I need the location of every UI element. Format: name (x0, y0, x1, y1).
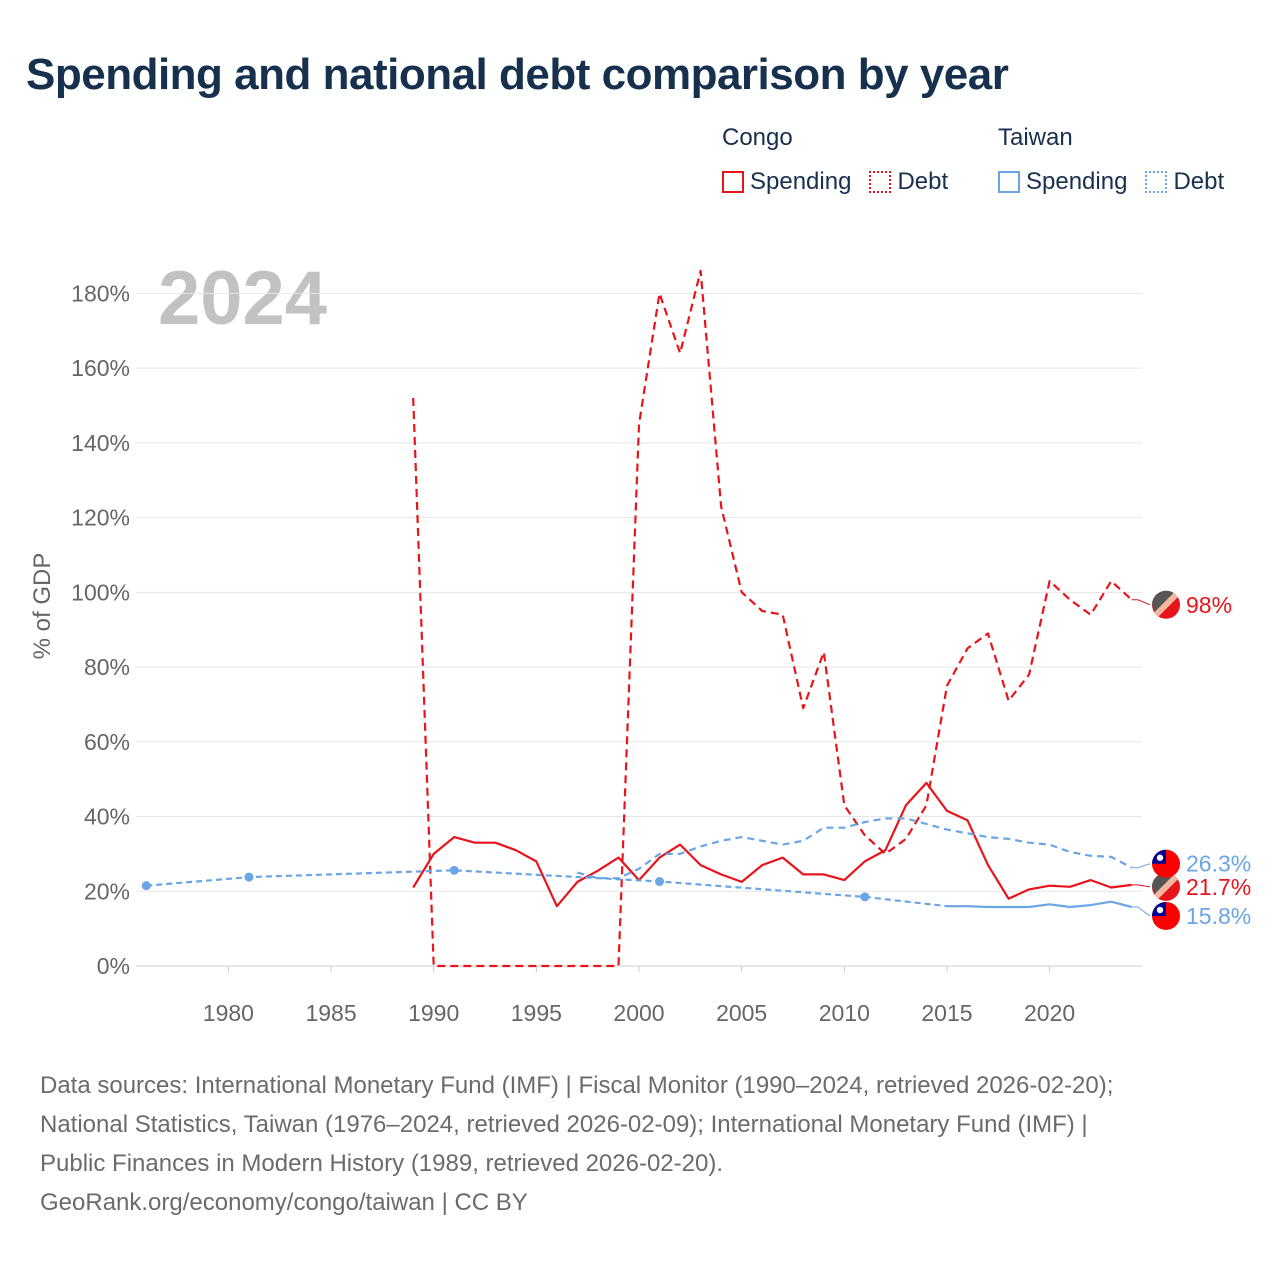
legend-label: Spending (750, 168, 852, 195)
data-point-marker (860, 892, 870, 902)
x-tick-label: 1995 (511, 1000, 562, 1026)
data-point-marker (449, 865, 459, 875)
data-point-marker (141, 881, 151, 891)
x-tick-label: 1990 (408, 1000, 459, 1026)
x-tick-label: 2000 (613, 1000, 664, 1026)
y-tick-label: 0% (97, 953, 130, 979)
flag-stripe (1153, 592, 1179, 617)
legend-label: Spending (1026, 168, 1128, 195)
source-line: National Statistics, Taiwan (1976–2024, … (40, 1111, 1088, 1138)
x-tick-label: 2020 (1024, 1000, 1075, 1026)
x-tick-label: 1985 (305, 1000, 356, 1026)
legend-taiwan-spending[interactable]: Spending (998, 168, 1127, 196)
end-value-label: 21.7% (1186, 874, 1251, 900)
legend-group-congo: Congo Spending Debt (722, 124, 948, 196)
grid-layer: 0% 20% 40% 60% 80% 100% 120% 140% 160% 180% 1980 19… (71, 280, 1142, 1026)
taiwan-flag-icon (1152, 901, 1180, 930)
flag-stripe (1153, 874, 1179, 899)
end-label-connector (1131, 863, 1151, 869)
end-label-connector (1131, 599, 1151, 606)
year-watermark: 2024 (158, 256, 327, 341)
y-tick-label: 140% (71, 430, 130, 456)
congo-flag-icon (1152, 872, 1180, 901)
x-tick-label: 2005 (716, 1000, 767, 1026)
source-line: Public Finances in Modern History (1989,… (40, 1150, 724, 1177)
y-tick-label: 60% (84, 729, 130, 755)
legend-taiwan-debt[interactable]: Debt (1145, 168, 1224, 196)
chart-title: Spending and national debt comparison by… (26, 50, 1009, 99)
end-label-connector (1131, 884, 1151, 888)
y-axis-label: % of GDP (29, 553, 56, 660)
taiwan-flag-icon (1152, 849, 1180, 878)
end-value-label: 15.8% (1186, 903, 1251, 929)
y-tick-label: 120% (71, 505, 130, 531)
series-line-taiwan-spending (146, 869, 948, 908)
source-line: Data sources: International Monetary Fun… (40, 1072, 1114, 1099)
legend-group-taiwan: Taiwan Spending Debt (998, 124, 1224, 196)
flag-sun (1156, 906, 1164, 914)
y-tick-label: 20% (84, 878, 130, 904)
y-tick-label: 160% (71, 355, 130, 381)
legend-congo-debt[interactable]: Debt (869, 168, 948, 196)
source-link[interactable]: GeoRank.org/economy/congo/taiwan | CC BY (40, 1189, 528, 1216)
legend-congo-spending[interactable]: Spending (722, 168, 851, 196)
series-line-congo-debt (412, 269, 1133, 968)
end-value-label: 26.3% (1186, 851, 1251, 877)
end-label-connector (1131, 906, 1151, 917)
y-tick-label: 100% (71, 579, 130, 605)
y-tick-label: 40% (84, 804, 130, 830)
x-tick-label: 1980 (203, 1000, 254, 1026)
congo-flag-icon (1152, 590, 1180, 619)
flag-sun (1156, 854, 1164, 861)
end-label-layer: 98% 21.7%26.3% 15.8% (1131, 590, 1251, 930)
series-line-congo-spending (412, 781, 1132, 908)
x-tick-label: 2010 (819, 1000, 870, 1026)
legend-label: Debt (1173, 168, 1225, 195)
data-point-marker (244, 872, 254, 882)
source-note: Data sources: International Monetary Fun… (40, 1066, 1240, 1222)
y-tick-label: 180% (71, 280, 130, 306)
legend-swatch-dotted (869, 171, 892, 193)
y-tick-label: 80% (84, 654, 130, 680)
data-point-marker (655, 877, 665, 887)
legend-swatch-solid (722, 171, 744, 193)
legend-label: Debt (897, 168, 949, 195)
legend-swatch-dotted (1145, 171, 1168, 193)
legend-group-name: Congo (722, 124, 793, 151)
series-layer (141, 269, 1133, 968)
series-line-taiwan-spending (947, 900, 1132, 909)
end-value-label: 98% (1186, 592, 1232, 618)
legend-swatch-solid (998, 171, 1020, 193)
x-tick-label: 2015 (921, 1000, 972, 1026)
series-line-taiwan-debt (577, 817, 1133, 880)
legend-group-name: Taiwan (998, 124, 1073, 151)
